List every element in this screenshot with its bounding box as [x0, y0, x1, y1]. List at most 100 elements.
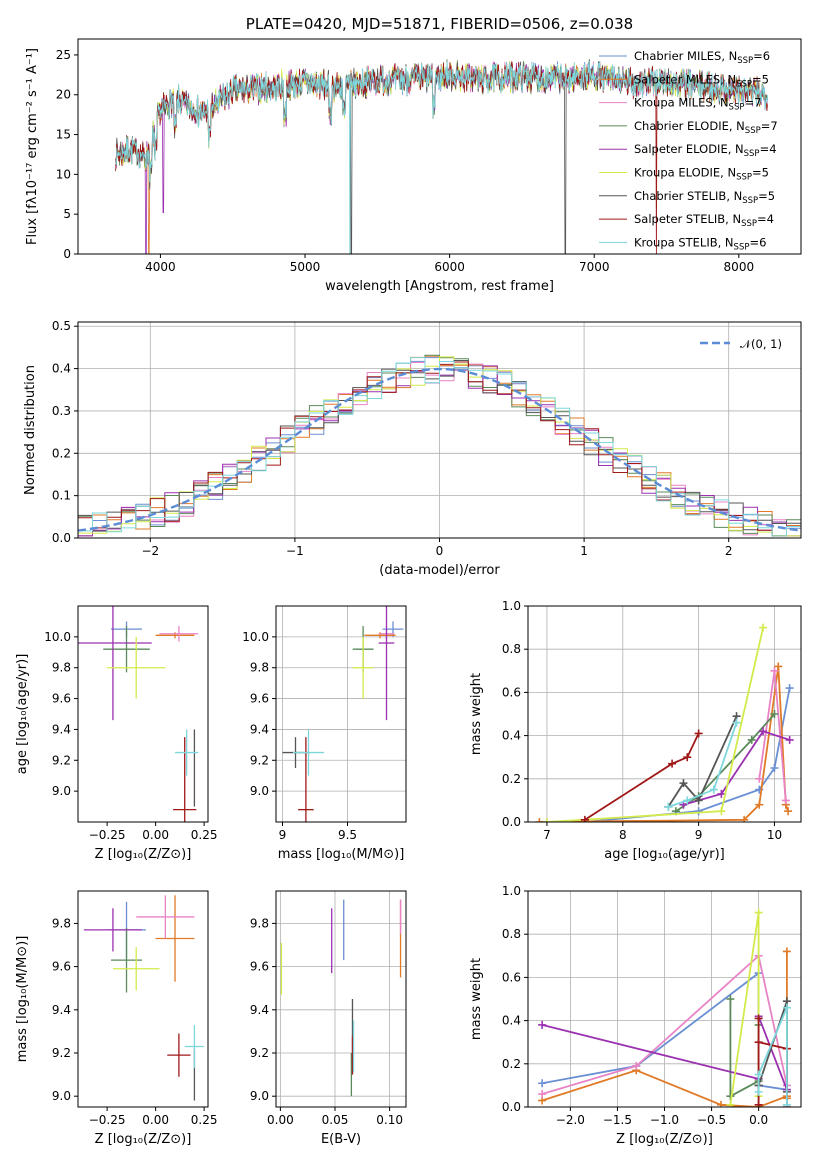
- y-axis-label: age [log₁₀(age/yr)]: [15, 654, 30, 775]
- series-line: [584, 733, 700, 821]
- y-axis-label: Flux [fλ10⁻¹⁷ erg cm⁻² s⁻¹ A⁻¹]: [25, 48, 40, 245]
- legend-label: Kroupa ELODIE, NSSP=5: [634, 166, 769, 183]
- data-point: [159, 626, 199, 642]
- series-line: [683, 730, 790, 806]
- y-tick-label: 0.4: [502, 729, 521, 743]
- series-marker: [754, 1087, 763, 1096]
- data-point: [352, 636, 374, 699]
- y-tick-label: 9.0: [52, 784, 71, 798]
- series-marker: [740, 815, 749, 822]
- axes-frame: [275, 890, 407, 1108]
- series-marker: [542, 818, 551, 822]
- x-axis-label: E(B-V): [321, 1132, 361, 1147]
- series-marker: [754, 1100, 763, 1107]
- series-line: [757, 1007, 788, 1105]
- plot-area: [115, 59, 768, 254]
- series-marker: [782, 1100, 791, 1107]
- series-marker: [759, 727, 768, 736]
- x-axis-label: age [log₁₀(age/yr)]: [604, 847, 725, 862]
- weight-series: [664, 718, 741, 811]
- series-marker: [726, 1100, 735, 1107]
- series-marker: [694, 807, 703, 816]
- x-tick-label: 5000: [290, 260, 321, 274]
- series-marker: [785, 735, 794, 744]
- series-marker: [535, 818, 544, 822]
- weight-series: [535, 662, 793, 822]
- y-tick-label: 9.6: [52, 692, 71, 706]
- series-marker: [538, 1020, 547, 1029]
- axes-frame: [275, 605, 407, 823]
- series-marker: [683, 796, 692, 805]
- y-tick-label: 10: [56, 167, 71, 181]
- y-tick-label: 10.0: [44, 630, 71, 644]
- y-tick-label: 5: [63, 207, 71, 221]
- x-axis-label: Z [log₁₀(Z/Z⊙)]: [616, 1132, 713, 1147]
- legend: Chabrier MILES, NSSP=6 Salpeter MILES, NS…: [599, 49, 778, 252]
- series-marker: [538, 1090, 547, 1099]
- y-tick-label: 9.4: [250, 1003, 269, 1017]
- x-tick-label: 0.00: [142, 1113, 169, 1127]
- y-tick-label: 0.4: [52, 362, 71, 376]
- data-point: [136, 895, 195, 939]
- panel-mass_vs_ebv: 0.00 0.05 0.10 9.0 9.2 9.4 9.6 9.8 E(B-V): [250, 890, 407, 1147]
- plot-area: [78, 606, 199, 822]
- weight-series: [679, 727, 794, 809]
- series-marker: [784, 807, 793, 816]
- y-tick-label: 0.2: [52, 446, 71, 460]
- x-tick-label: −1.0: [650, 1113, 679, 1127]
- x-tick-label: 0.0: [749, 1113, 768, 1127]
- x-axis-label: mass [log₁₀(M/M⊙)]: [278, 847, 405, 862]
- x-axis-label: (data-model)/error: [379, 563, 500, 578]
- data-point: [155, 895, 195, 982]
- series-marker: [732, 718, 741, 727]
- series-marker: [580, 815, 589, 822]
- y-axis-label: mass weight: [469, 958, 484, 1040]
- plot-area: [528, 891, 801, 1107]
- x-tick-label: 2: [725, 544, 733, 558]
- x-tick-label: 6000: [434, 260, 465, 274]
- y-tick-label: 9.2: [250, 1046, 269, 1060]
- series-marker: [759, 623, 768, 632]
- spectrum-series: [115, 62, 768, 254]
- weight-series: [542, 623, 768, 822]
- y-tick-label: 0.6: [502, 970, 521, 984]
- x-tick-label: 9: [695, 828, 703, 842]
- y-tick-label: 0.8: [502, 927, 521, 941]
- series-marker: [717, 807, 726, 816]
- legend: 𝒩(0, 1): [700, 337, 782, 351]
- data-point: [112, 947, 160, 991]
- series-marker: [770, 666, 779, 675]
- chart-title: PLATE=0420, MJD=51871, FIBERID=0506, z=0…: [246, 15, 633, 33]
- y-tick-label: 9.4: [52, 1003, 71, 1017]
- y-tick-label: 9.8: [52, 661, 71, 675]
- y-tick-label: 20: [56, 88, 71, 102]
- legend-label: Chabrier STELIB, NSSP=5: [634, 189, 775, 206]
- x-tick-label: 8000: [724, 260, 755, 274]
- x-tick-label: −0.25: [89, 1113, 126, 1127]
- series-line: [667, 715, 738, 808]
- y-tick-label: 9.2: [52, 753, 71, 767]
- y-tick-label: 0.4: [502, 1014, 521, 1028]
- y-axis-label: mass [log₁₀(M/M⊙)]: [15, 936, 30, 1063]
- x-tick-label: −0.25: [89, 828, 126, 842]
- x-tick-label: 9: [279, 828, 287, 842]
- legend-label: Salpeter MILES, NSSP=5: [634, 72, 769, 89]
- data-point: [107, 636, 166, 699]
- y-tick-label: 1.0: [502, 599, 521, 613]
- legend-label: Salpeter ELODIE, NSSP=4: [634, 142, 777, 159]
- panel-age_vs_Z: −0.25 0.00 0.25 9.0 9.2 9.4 9.6 9.8 10.0 Z [log₁₀…: [15, 605, 217, 862]
- legend-label: 𝒩(0, 1): [740, 337, 782, 351]
- series-marker: [781, 796, 790, 805]
- plot-area: [276, 606, 406, 822]
- data-point: [292, 729, 325, 776]
- y-tick-label: 0.0: [52, 531, 71, 545]
- weight-series: [754, 1003, 791, 1107]
- y-tick-label: 9.2: [250, 753, 269, 767]
- series-marker: [754, 1038, 763, 1047]
- y-axis-label: Normed distribution: [23, 365, 38, 495]
- x-tick-label: −1: [286, 544, 304, 558]
- y-tick-label: 0.2: [502, 1057, 521, 1071]
- x-tick-label: 0.10: [376, 1113, 403, 1127]
- y-tick-label: 9.6: [250, 960, 269, 974]
- x-tick-label: −0.5: [697, 1113, 726, 1127]
